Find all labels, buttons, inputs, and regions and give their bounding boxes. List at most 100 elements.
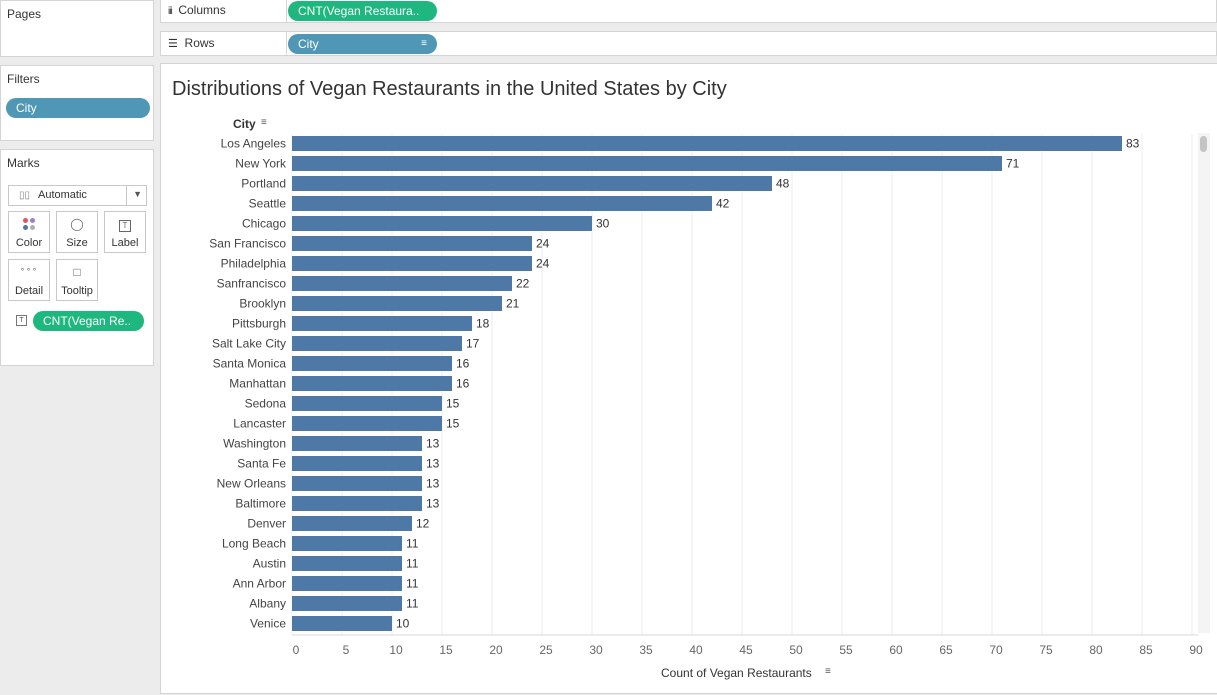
mark-type-dropdown[interactable]: ▯▯ Automatic ▼ (8, 185, 147, 206)
bar[interactable] (292, 436, 422, 451)
category-label: Santa Monica (213, 357, 287, 371)
category-label: Sanfrancisco (217, 277, 287, 291)
data-label: 71 (1006, 157, 1020, 171)
bar[interactable] (292, 156, 1002, 171)
rows-pill[interactable]: City ≡ (288, 34, 437, 54)
dropdown-divider (126, 186, 127, 205)
color-button[interactable]: Color (8, 211, 50, 253)
detail-button-label: Detail (14, 285, 44, 297)
data-label: 24 (536, 257, 550, 271)
bar[interactable] (292, 336, 462, 351)
vertical-scrollbar[interactable] (1198, 133, 1210, 633)
category-label: Santa Fe (237, 457, 286, 471)
marks-title: Marks (7, 156, 40, 170)
rows-shelf-label: ☰ Rows (168, 36, 215, 50)
bar[interactable] (292, 476, 422, 491)
filter-pill-city[interactable]: City (6, 98, 150, 118)
data-label: 18 (476, 317, 490, 331)
category-label: Venice (250, 617, 286, 631)
scrollbar-thumb[interactable] (1200, 136, 1207, 152)
bar[interactable] (292, 136, 1122, 151)
data-label: 11 (406, 577, 419, 591)
x-tick-label: 15 (439, 643, 453, 657)
x-tick-label: 80 (1089, 643, 1103, 657)
bar[interactable] (292, 496, 422, 511)
data-label: 30 (596, 217, 610, 231)
bar[interactable] (292, 216, 592, 231)
data-label: 22 (516, 277, 530, 291)
bar[interactable] (292, 376, 452, 391)
bar[interactable] (292, 456, 422, 471)
data-label: 17 (466, 337, 480, 351)
x-tick-label: 70 (989, 643, 1003, 657)
columns-shelf-label: iii Columns (168, 3, 226, 17)
tooltip-button[interactable]: □ Tooltip (56, 259, 98, 301)
bar[interactable] (292, 616, 392, 631)
category-label: San Francisco (209, 237, 286, 251)
detail-button[interactable]: ∘∘∘ Detail (8, 259, 50, 301)
category-label: Chicago (242, 217, 286, 231)
bar[interactable] (292, 416, 442, 431)
chart-view[interactable]: Distributions of Vegan Restaurants in th… (160, 63, 1217, 694)
mark-type-value: Automatic (38, 189, 87, 201)
bar[interactable] (292, 256, 532, 271)
bar[interactable] (292, 196, 712, 211)
bar[interactable] (292, 176, 772, 191)
size-icon: ◯ (70, 217, 84, 231)
data-label: 11 (406, 557, 419, 571)
size-button-label: Size (66, 237, 88, 249)
bar[interactable] (292, 356, 452, 371)
bar[interactable] (292, 556, 402, 571)
data-label: 10 (396, 617, 410, 631)
tooltip-icon: □ (73, 265, 81, 279)
color-dots-icon (22, 218, 38, 230)
category-label: Washington (223, 437, 286, 451)
filters-card[interactable]: Filters City (0, 65, 154, 141)
sort-descending-icon[interactable]: ≡ (421, 38, 427, 49)
bar[interactable] (292, 516, 412, 531)
marks-card[interactable]: Marks ▯▯ Automatic ▼ Color ◯ Size T Labe… (0, 149, 154, 366)
columns-pill[interactable]: CNT(Vegan Restaura.. (288, 1, 437, 21)
bar[interactable] (292, 236, 532, 251)
bar[interactable] (292, 276, 512, 291)
bar[interactable] (292, 576, 402, 591)
columns-shelf[interactable]: iii Columns CNT(Vegan Restaura.. (160, 0, 1217, 23)
bar[interactable] (292, 596, 402, 611)
label-button[interactable]: T Label (104, 211, 146, 253)
rows-shelf[interactable]: ☰ Rows City ≡ (160, 31, 1217, 56)
category-label: New Orleans (217, 477, 286, 491)
x-tick-label: 30 (589, 643, 603, 657)
bar[interactable] (292, 316, 472, 331)
x-tick-label: 10 (389, 643, 403, 657)
bar[interactable] (292, 396, 442, 411)
category-label: Manhattan (229, 377, 286, 391)
text-label-icon: T (105, 217, 145, 232)
x-tick-label: 25 (539, 643, 553, 657)
filters-title: Filters (7, 72, 40, 86)
x-tick-label: 5 (343, 643, 350, 657)
x-axis-title[interactable]: Count of Vegan Restaurants (661, 666, 812, 680)
x-tick-label: 65 (939, 643, 953, 657)
pages-card[interactable]: Pages (0, 0, 154, 57)
data-label: 21 (506, 297, 520, 311)
chevron-down-icon[interactable]: ▼ (133, 189, 142, 199)
data-label: 15 (446, 417, 460, 431)
x-tick-label: 0 (293, 643, 300, 657)
sort-descending-icon[interactable]: ≡ (825, 666, 831, 677)
size-button[interactable]: ◯ Size (56, 211, 98, 253)
category-label: Philadelphia (221, 257, 287, 271)
sort-descending-icon[interactable]: ≡ (261, 117, 267, 128)
bar[interactable] (292, 296, 502, 311)
category-label: Austin (253, 557, 286, 571)
bar[interactable] (292, 536, 402, 551)
category-label: Pittsburgh (232, 317, 286, 331)
data-label: 48 (776, 177, 790, 191)
marks-label-field-pill[interactable]: CNT(Vegan Re.. (33, 311, 144, 331)
category-label: Long Beach (222, 537, 286, 551)
category-label: Salt Lake City (212, 337, 286, 351)
category-label: Portland (241, 177, 286, 191)
tooltip-button-label: Tooltip (61, 285, 93, 297)
x-tick-label: 55 (839, 643, 853, 657)
label-encoding-icon: T (16, 315, 27, 326)
row-header-city[interactable]: City (233, 117, 256, 131)
